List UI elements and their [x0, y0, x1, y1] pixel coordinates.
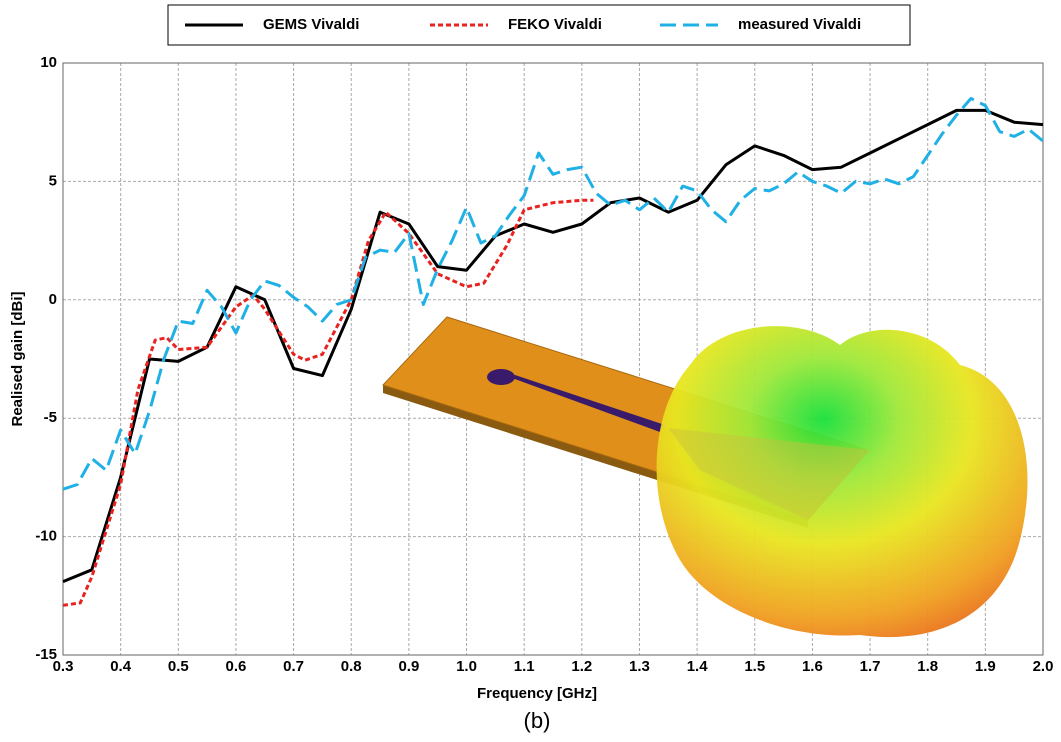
x-tick-label: 0.8 [341, 658, 362, 675]
x-tick-label: 0.6 [226, 658, 247, 675]
series-line [62, 108, 1044, 583]
y-tick-label: 10 [40, 54, 57, 71]
y-tick-label: 5 [49, 172, 57, 189]
caption: (b) [524, 708, 551, 733]
x-tick-label: 0.9 [398, 658, 419, 675]
y-tick-label: -10 [35, 528, 57, 545]
x-tick-label: 2.0 [1033, 658, 1054, 675]
x-tick-label: 0.4 [110, 658, 132, 675]
x-tick-label: 0.3 [53, 658, 74, 675]
legend-label: FEKO Vivaldi [508, 16, 602, 33]
plot-frame [62, 62, 1044, 656]
y-tick-label: -15 [35, 646, 57, 663]
antenna-inset [382, 316, 1028, 638]
x-tick-label: 1.0 [456, 658, 477, 675]
x-tick-label: 1.2 [571, 658, 592, 675]
legend-label: measured Vivaldi [738, 16, 861, 33]
legend-box [167, 4, 911, 46]
x-tick-label: 1.3 [629, 658, 650, 675]
x-axis-label: Frequency [GHz] [477, 685, 597, 702]
board-in-pattern [668, 428, 870, 520]
legend: GEMS Vivaldi FEKO Vivaldi measured Vivaldi [167, 4, 911, 46]
x-tick-label: 1.4 [687, 658, 709, 675]
x-tick-label: 0.5 [168, 658, 189, 675]
y-tick-label: 0 [49, 291, 57, 308]
x-tick-label: 1.9 [975, 658, 996, 675]
x-tick-label: 1.7 [860, 658, 881, 675]
y-tick-label: -5 [44, 409, 57, 426]
x-tick-label: 1.1 [514, 658, 535, 675]
x-tick-label: 1.6 [802, 658, 823, 675]
radiation-pattern [656, 326, 1028, 638]
series-line [62, 97, 1044, 491]
y-axis-label: Realised gain [dBi] [9, 291, 26, 426]
legend-label: GEMS Vivaldi [263, 16, 359, 33]
series-line [62, 198, 594, 607]
plot-area: 10 5 0 -5 -10 -150.3 0.4 0.5 0.6 0.7 0.8 0.9 1.0 1.1 1… [35, 54, 1053, 675]
slot-cavity [487, 369, 515, 385]
x-tick-label: 1.5 [744, 658, 765, 675]
slot-taper [512, 375, 665, 432]
x-tick-label: 0.7 [283, 658, 304, 675]
x-tick-label: 1.8 [917, 658, 938, 675]
